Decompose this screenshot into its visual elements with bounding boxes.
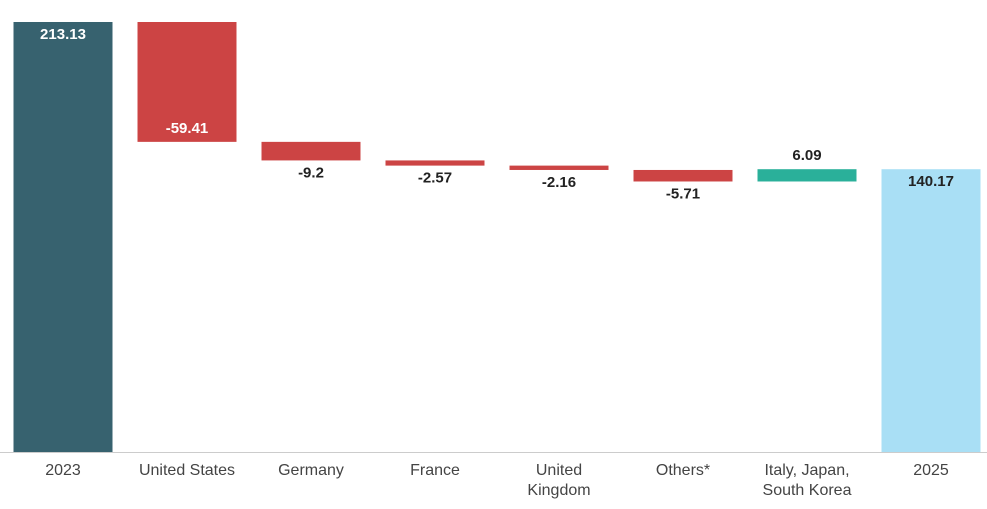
x-tick-label: Italy, Japan, South Korea [762,462,852,499]
x-tick-label: Others* [655,462,711,479]
data-label: -5.71 [666,185,700,202]
bar [757,169,857,182]
x-tick-label: Germany [278,462,344,479]
x-tick-label: France [410,462,460,479]
data-label: 6.09 [792,147,821,164]
bar [13,22,113,452]
data-label: -2.16 [542,174,576,191]
x-tick-label: United Kingdom [527,462,591,499]
bar [261,141,361,161]
x-tick-label: 2023 [45,462,81,479]
data-label: -9.2 [298,164,324,181]
x-tick-label: 2025 [913,462,949,479]
data-label: -59.41 [166,120,209,137]
data-label: -2.57 [418,170,452,187]
bar [137,22,237,142]
x-tick-label: United States [138,462,236,479]
data-label: 140.17 [908,173,954,190]
bar [509,165,609,170]
bar [385,160,485,166]
data-label: 213.13 [40,26,86,43]
bar [881,169,981,452]
bar [633,169,733,182]
